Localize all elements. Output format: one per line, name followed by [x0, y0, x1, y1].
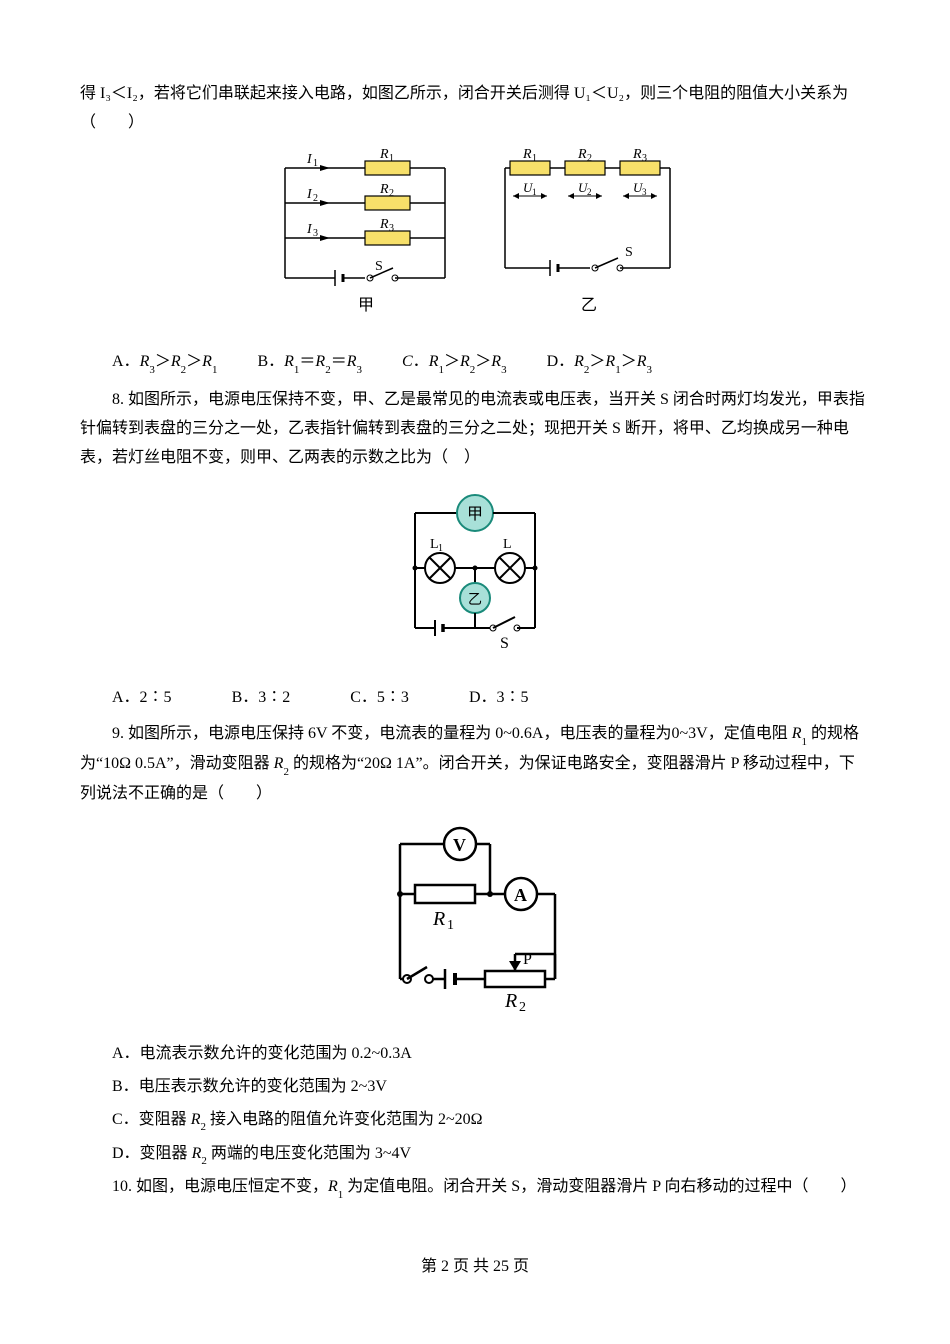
svg-text:3: 3	[389, 223, 394, 234]
figure-q9: V R1 A	[80, 819, 870, 1030]
q9-opt-b: B．电压表示数允许的变化范围为 2~3V	[112, 1073, 870, 1102]
q7-opt-b: B．R1＝R2＝R3	[257, 348, 362, 378]
svg-text:1: 1	[532, 153, 537, 164]
q9-opt-a: A．电流表示数允许的变化范围为 0.2~0.3A	[112, 1040, 870, 1069]
svg-text:甲: 甲	[467, 506, 483, 523]
svg-text:I: I	[306, 187, 313, 202]
svg-text:2: 2	[313, 193, 318, 204]
q8-text: 8. 如图所示，电源电压保持不变，甲、乙是最常见的电流表或电压表，当开关 S 闭…	[80, 386, 870, 472]
page-footer: 第 2 页 共 25 页	[80, 1253, 870, 1282]
svg-text:2: 2	[587, 187, 592, 197]
svg-text:1: 1	[447, 918, 454, 933]
q9-opt-c: C．变阻器 R2 接入电路的阻值允许变化范围为 2~20Ω	[112, 1106, 870, 1136]
svg-text:S: S	[375, 259, 383, 274]
q8-opt-a: A．2∶5	[112, 684, 172, 713]
svg-text:S: S	[625, 245, 633, 260]
svg-text:乙: 乙	[468, 592, 482, 608]
svg-text:R: R	[632, 148, 642, 162]
q8-options: A．2∶5 B．3∶2 C．5∶3 D．3∶5	[112, 684, 870, 713]
q7-options: A．R3＞R2＞R1 B．R1＝R2＝R3 C．R1＞R2＞R3 D．R2＞R1…	[112, 348, 870, 378]
q9-options: A．电流表示数允许的变化范围为 0.2~0.3A B．电压表示数允许的变化范围为…	[112, 1040, 870, 1170]
svg-text:P: P	[523, 951, 532, 968]
svg-text:乙: 乙	[581, 297, 597, 314]
svg-text:L: L	[503, 537, 512, 552]
q7-continuation: 得 I₃＜I₂，若将它们串联起来接入电路，如图乙所示，闭合开关后测得 U₁＜U₂…	[80, 80, 870, 138]
svg-text:2: 2	[587, 153, 592, 164]
q8-opt-d: D．3∶5	[469, 684, 529, 713]
q7-opt-d: D．R2＞R1＞R3	[547, 348, 652, 378]
svg-text:R: R	[379, 182, 389, 197]
q8-opt-c: C．5∶3	[350, 684, 409, 713]
svg-text:2: 2	[389, 188, 394, 199]
q9-opt-d: D．变阻器 R2 两端的电压变化范围为 3~4V	[112, 1140, 870, 1170]
figure-q8: 甲 L1 L 乙	[80, 483, 870, 674]
svg-text:R: R	[504, 990, 517, 1012]
q9-text: 9. 如图所示，电源电压保持 6V 不变，电流表的量程为 0~0.6A，电压表的…	[80, 720, 870, 809]
svg-text:V: V	[453, 835, 466, 855]
svg-text:I: I	[306, 152, 313, 167]
svg-text:3: 3	[642, 153, 647, 164]
svg-text:2: 2	[519, 1000, 526, 1015]
q10-text: 10. 如图，电源电压恒定不变，R1 为定值电阻。闭合开关 S，滑动变阻器滑片 …	[80, 1173, 870, 1203]
svg-text:3: 3	[313, 228, 318, 239]
svg-text:R: R	[577, 148, 587, 162]
svg-text:1: 1	[313, 158, 318, 169]
svg-text:1: 1	[389, 153, 394, 164]
svg-text:I: I	[306, 222, 313, 237]
svg-text:S: S	[500, 635, 509, 652]
svg-text:R: R	[432, 908, 445, 930]
q7-opt-c: C．R1＞R2＞R3	[402, 348, 507, 378]
q8-opt-b: B．3∶2	[232, 684, 291, 713]
figure-q7: I1 R1 I2 R2 I3 R3	[80, 148, 870, 339]
svg-text:R: R	[522, 148, 532, 162]
svg-text:1: 1	[438, 543, 443, 554]
svg-text:R: R	[379, 217, 389, 232]
svg-text:3: 3	[642, 187, 647, 197]
svg-text:1: 1	[532, 187, 537, 197]
svg-text:A: A	[514, 885, 527, 905]
q7-opt-a: A．R3＞R2＞R1	[112, 348, 217, 378]
svg-text:甲: 甲	[358, 297, 374, 314]
svg-text:R: R	[379, 148, 389, 162]
